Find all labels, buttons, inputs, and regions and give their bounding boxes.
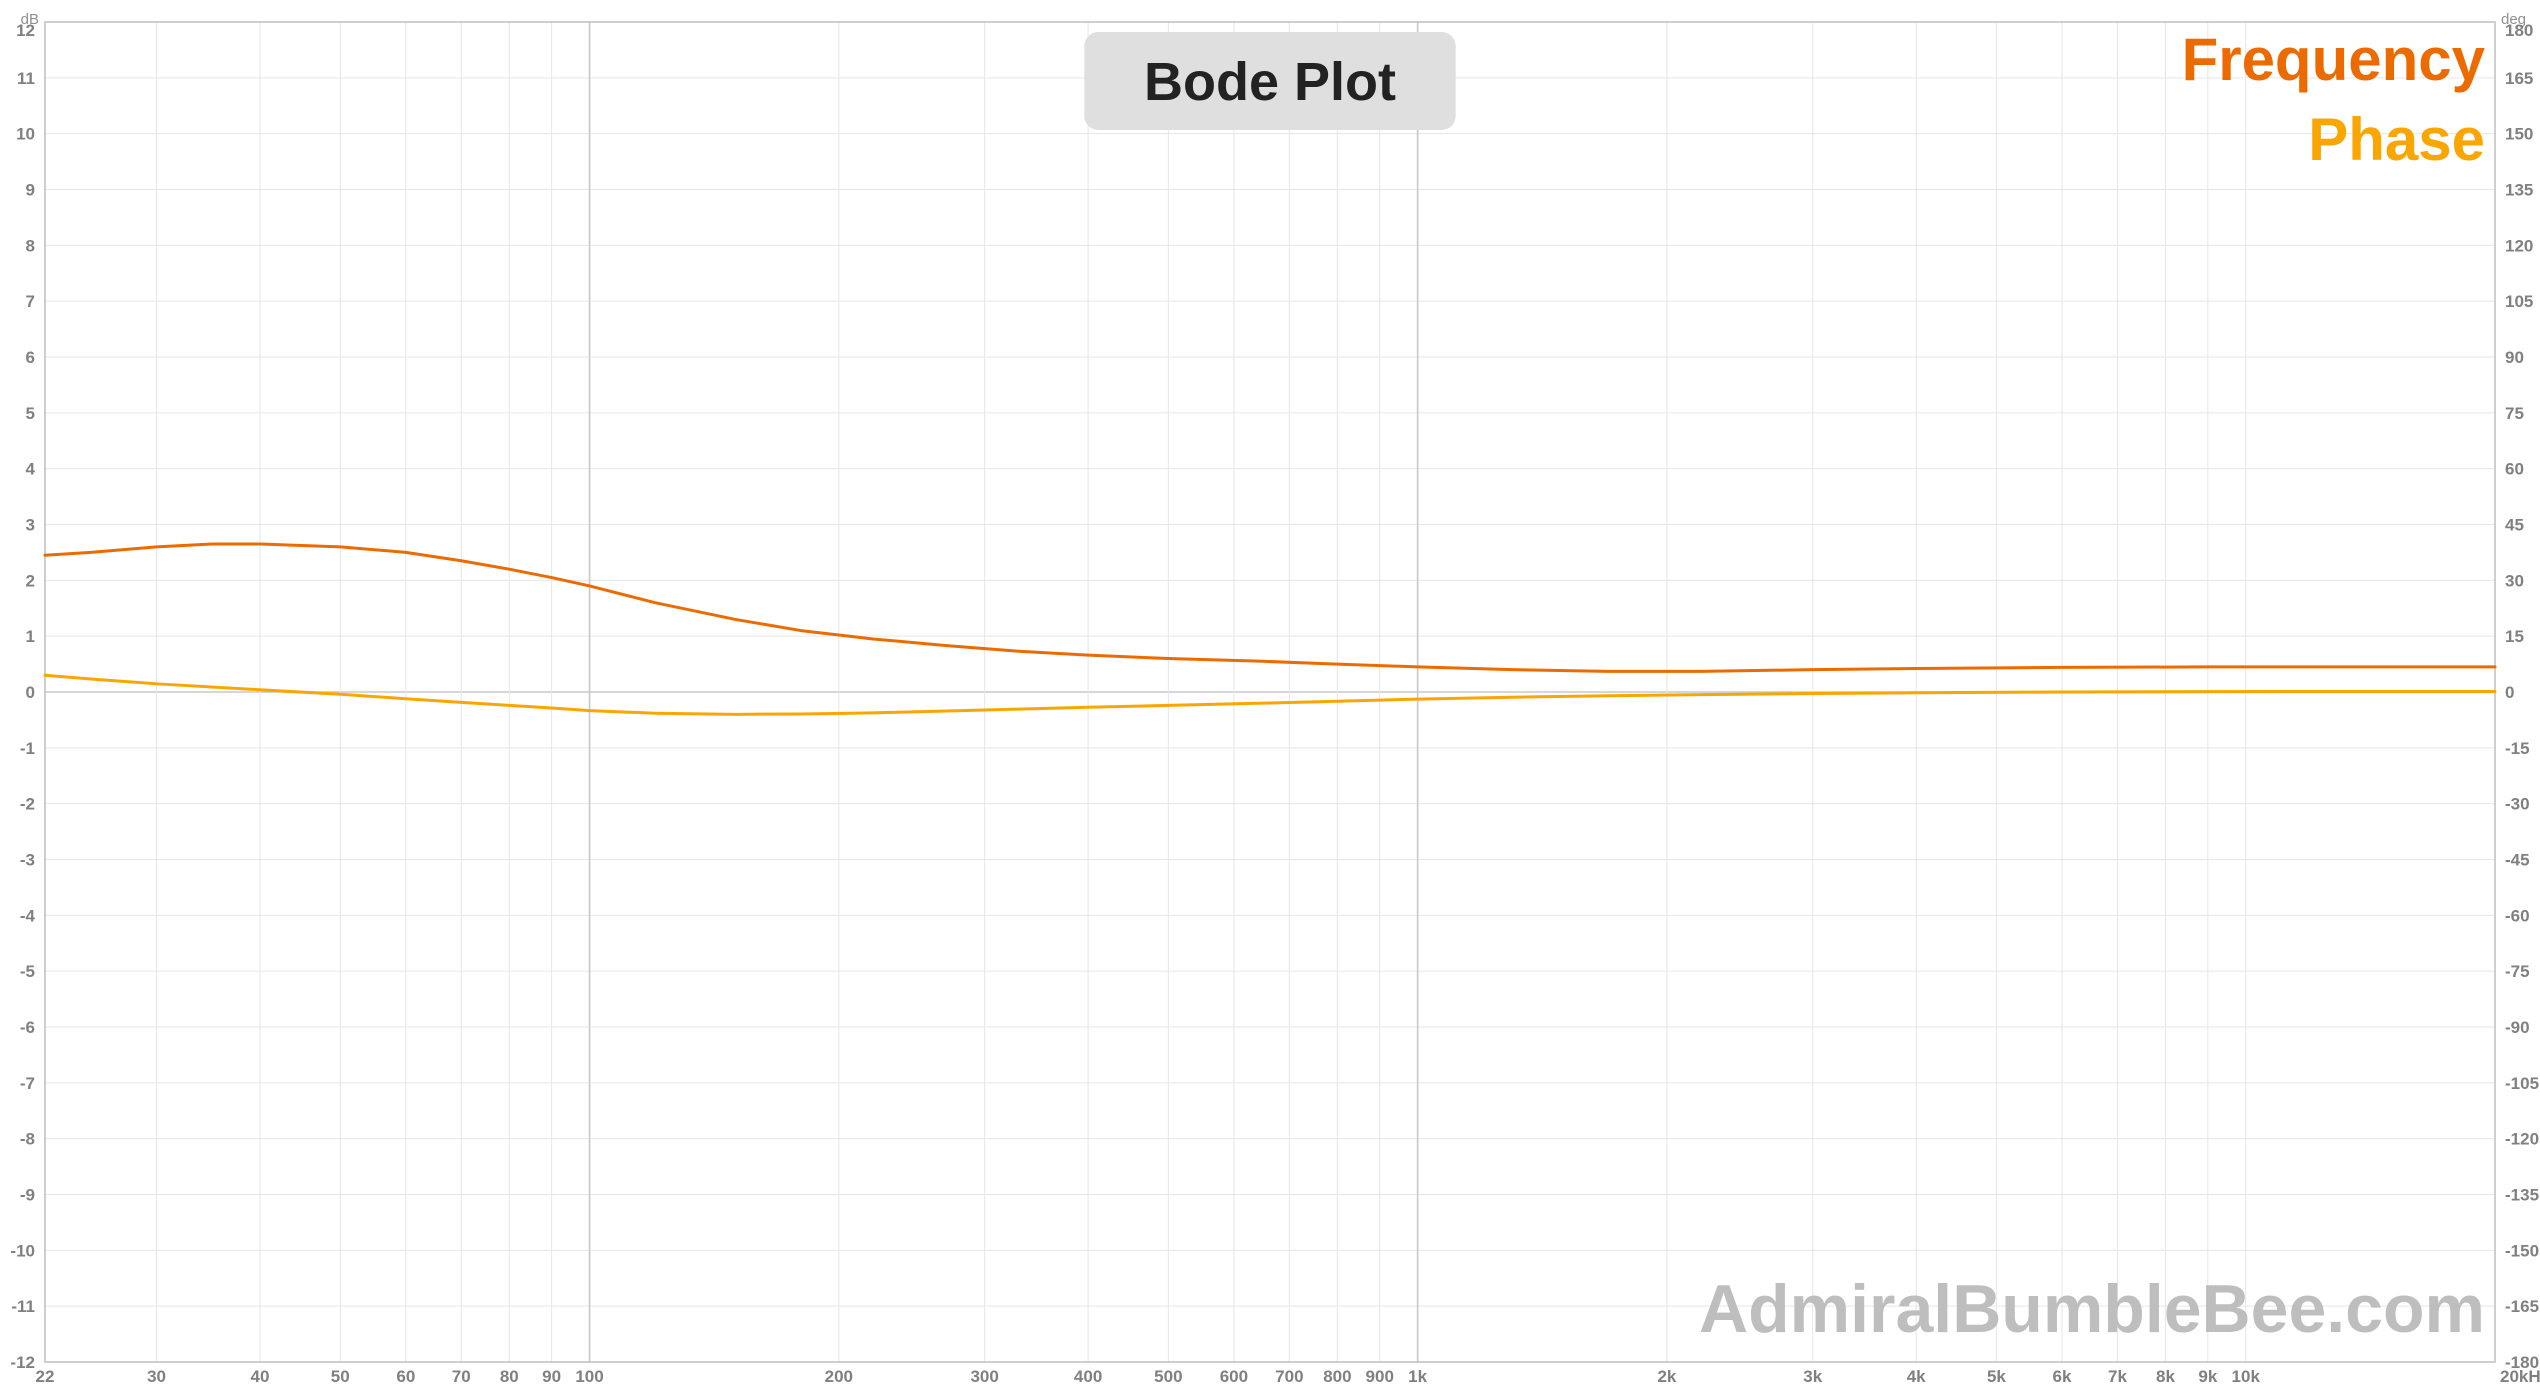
y-left-tick-label: 8 bbox=[26, 236, 35, 255]
y-right-tick-label: -45 bbox=[2505, 851, 2530, 870]
x-tick-label: 9k bbox=[2198, 1367, 2217, 1384]
y-right-tick-label: -60 bbox=[2505, 906, 2530, 925]
y-left-tick-label: 7 bbox=[26, 292, 35, 311]
x-tick-label: 8k bbox=[2156, 1367, 2175, 1384]
y-left-tick-label: 9 bbox=[26, 181, 35, 200]
x-unit: 20kHz bbox=[2500, 1367, 2540, 1384]
x-tick-label: 2k bbox=[1657, 1367, 1676, 1384]
chart-svg: -11-10-9-8-7-6-5-4-3-2-101234567891011dB… bbox=[0, 0, 2540, 1384]
x-tick-label: 600 bbox=[1220, 1367, 1248, 1384]
y-left-tick-label: -3 bbox=[20, 851, 35, 870]
y-right-tick-label: -30 bbox=[2505, 795, 2530, 814]
x-tick-label: 70 bbox=[452, 1367, 471, 1384]
y-left-tick-label: -8 bbox=[20, 1130, 35, 1149]
x-tick-label: 700 bbox=[1275, 1367, 1303, 1384]
x-tick-label: 80 bbox=[500, 1367, 519, 1384]
y-right-tick-label: 105 bbox=[2505, 292, 2533, 311]
y-left-tick-label: 2 bbox=[26, 571, 35, 590]
y-right-tick-label: 135 bbox=[2505, 181, 2533, 200]
x-tick-label: 100 bbox=[575, 1367, 603, 1384]
y-left-tick-label: 5 bbox=[26, 404, 35, 423]
y-left-tick-label: 3 bbox=[26, 516, 35, 535]
y-right-tick-label: -120 bbox=[2505, 1130, 2539, 1149]
y-right-tick-label: 150 bbox=[2505, 125, 2533, 144]
y-left-tick-label: 10 bbox=[16, 125, 35, 144]
y-right-tick-label: 90 bbox=[2505, 348, 2524, 367]
y-right-tick-label: 0 bbox=[2505, 683, 2514, 702]
x-tick-label: 900 bbox=[1366, 1367, 1394, 1384]
x-tick-label: 22 bbox=[36, 1367, 55, 1384]
y-left-tick-label: 4 bbox=[26, 460, 36, 479]
x-tick-label: 50 bbox=[331, 1367, 350, 1384]
x-tick-label: 30 bbox=[147, 1367, 166, 1384]
x-tick-label: 4k bbox=[1907, 1367, 1926, 1384]
y-left-tick-label: 1 bbox=[26, 627, 35, 646]
x-tick-label: 40 bbox=[251, 1367, 270, 1384]
watermark: AdmiralBumbleBee.com bbox=[1699, 1271, 2485, 1347]
x-tick-label: 7k bbox=[2108, 1367, 2127, 1384]
y-right-tick-label: -105 bbox=[2505, 1074, 2539, 1093]
y-right-tick-label: 30 bbox=[2505, 571, 2524, 590]
y-left-tick-label: -7 bbox=[20, 1074, 35, 1093]
x-tick-label: 800 bbox=[1323, 1367, 1351, 1384]
y-left-tick-label: 11 bbox=[17, 69, 35, 88]
y-right-tick-label: 180 bbox=[2505, 21, 2533, 40]
x-tick-label: 200 bbox=[825, 1367, 853, 1384]
x-tick-label: 6k bbox=[2053, 1367, 2072, 1384]
legend-phase: Phase bbox=[2308, 106, 2485, 173]
y-right-tick-label: 15 bbox=[2505, 627, 2524, 646]
y-right-tick-label: 45 bbox=[2505, 516, 2524, 535]
legend-frequency: Frequency bbox=[2182, 26, 2486, 93]
x-tick-label: 10k bbox=[2232, 1367, 2261, 1384]
y-left-tick-label: -1 bbox=[20, 739, 35, 758]
x-tick-label: 3k bbox=[1803, 1367, 1822, 1384]
y-right-tick-label: -90 bbox=[2505, 1018, 2530, 1037]
y-right-tick-label: 75 bbox=[2505, 404, 2524, 423]
y-left-tick-label: -11 bbox=[11, 1297, 35, 1316]
x-tick-label: 90 bbox=[542, 1367, 561, 1384]
bode-plot-chart: -11-10-9-8-7-6-5-4-3-2-101234567891011dB… bbox=[0, 0, 2540, 1384]
y-right-tick-label: 60 bbox=[2505, 460, 2524, 479]
x-tick-label: 1k bbox=[1408, 1367, 1427, 1384]
y-left-tick-label: -10 bbox=[10, 1241, 35, 1260]
y-left-tick-label: -4 bbox=[20, 906, 36, 925]
y-right-tick-label: -15 bbox=[2505, 739, 2530, 758]
y-left-tick-label: -12 bbox=[10, 1353, 35, 1372]
x-tick-label: 300 bbox=[970, 1367, 998, 1384]
x-tick-label: 400 bbox=[1074, 1367, 1102, 1384]
x-tick-label: 5k bbox=[1987, 1367, 2006, 1384]
y-left-tick-label: -5 bbox=[20, 962, 35, 981]
y-right-tick-label: 120 bbox=[2505, 236, 2533, 255]
y-right-tick-label: 165 bbox=[2505, 69, 2533, 88]
y-right-tick-label: -75 bbox=[2505, 962, 2530, 981]
y-left-tick-label: 0 bbox=[26, 683, 35, 702]
y-right-tick-label: -165 bbox=[2505, 1297, 2539, 1316]
y-left-tick-label: -2 bbox=[20, 795, 35, 814]
y-right-tick-label: -150 bbox=[2505, 1241, 2539, 1260]
y-left-tick-label: -9 bbox=[20, 1186, 35, 1205]
chart-title: Bode Plot bbox=[1144, 52, 1396, 112]
x-tick-label: 60 bbox=[396, 1367, 415, 1384]
x-tick-label: 500 bbox=[1154, 1367, 1182, 1384]
y-right-tick-label: -135 bbox=[2505, 1186, 2539, 1205]
y-left-tick-label: 6 bbox=[26, 348, 35, 367]
y-left-tick-label: -6 bbox=[20, 1018, 35, 1037]
y-left-tick-label: 12 bbox=[16, 21, 35, 40]
